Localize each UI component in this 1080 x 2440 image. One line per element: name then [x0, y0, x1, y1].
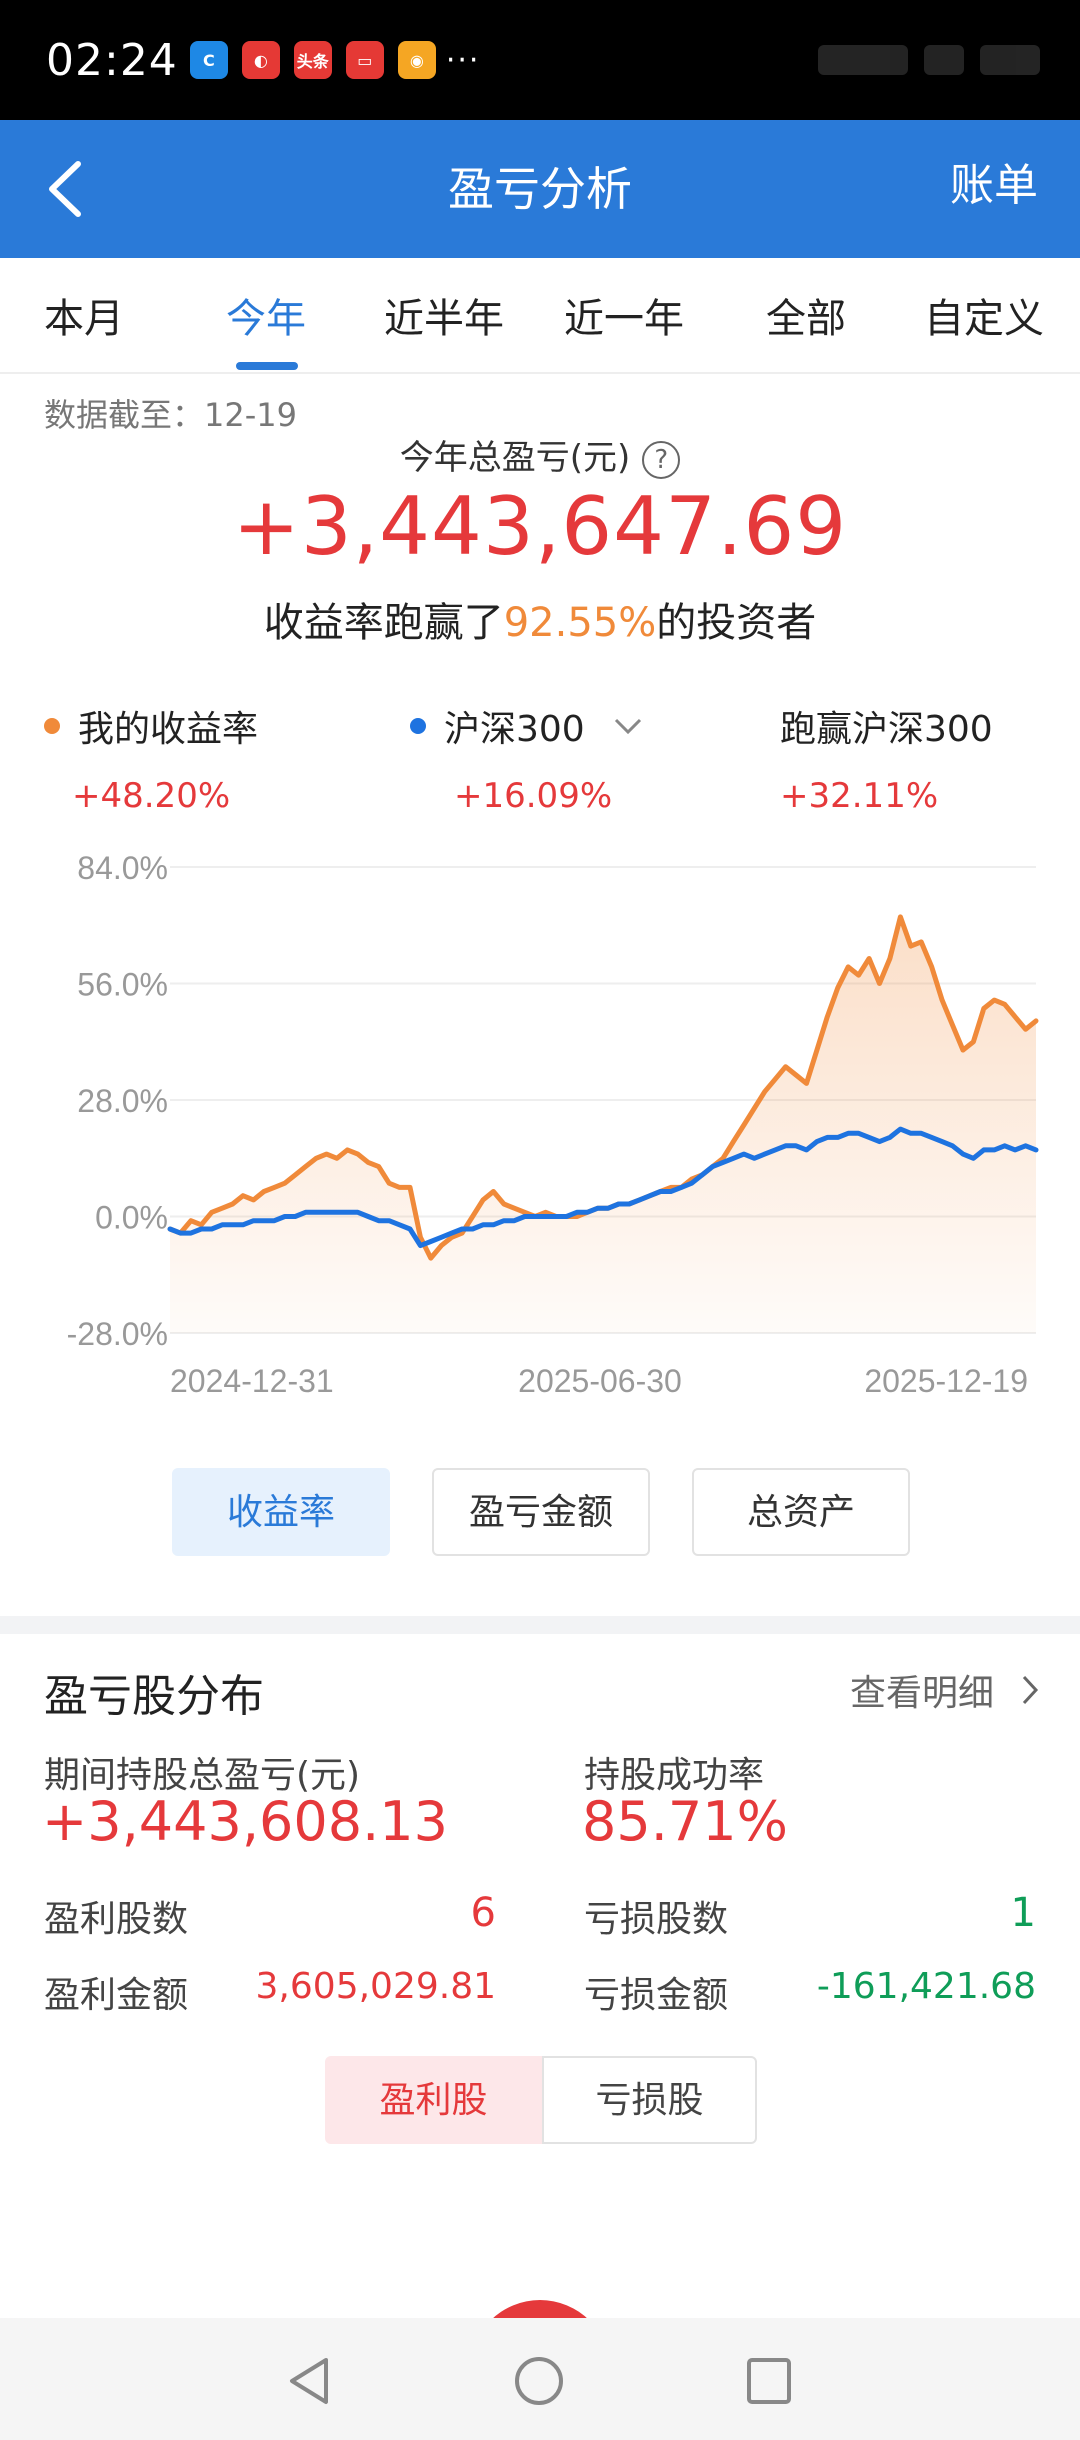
- beat-investors-text: 收益率跑赢了92.55%的投资者: [0, 590, 1080, 648]
- metric-total-assets-button[interactable]: 总资产: [692, 1468, 910, 1556]
- active-tab-indicator: [236, 362, 298, 370]
- tab-custom[interactable]: 自定义: [924, 296, 1044, 342]
- total-pnl-label: 今年总盈亏(元)?: [0, 430, 1080, 479]
- signal-icon: [818, 45, 908, 75]
- legend-excess-label: 跑赢沪深300: [780, 709, 993, 750]
- period-tabs: 本月 今年 近半年 近一年 全部 自定义: [0, 258, 1080, 374]
- beat-suffix: 的投资者: [656, 600, 817, 646]
- chevron-right-icon: [1022, 1675, 1039, 1705]
- y-tick-label: 84.0%: [77, 850, 168, 886]
- beat-percent: 92.55%: [503, 600, 657, 646]
- more-notifications-icon: ···: [445, 42, 481, 78]
- status-app-icons: C ◐ 头条 ▭ ◉: [189, 41, 436, 79]
- success-rate-value: 85.71%: [582, 1790, 788, 1853]
- tab-this-year[interactable]: 今年: [226, 296, 306, 342]
- status-indicators: [780, 34, 1040, 86]
- loss-amount-value: -161,421.68: [816, 1966, 1036, 2007]
- distribution-title: 盈亏股分布: [44, 1671, 264, 1722]
- tab-all[interactable]: 全部: [766, 296, 846, 342]
- status-time: 02:24: [46, 34, 178, 86]
- loss-amount-label: 亏损金额: [584, 1975, 729, 2016]
- y-tick-label: 56.0%: [77, 967, 168, 1003]
- legend-index[interactable]: 沪深300 +16.09%: [410, 700, 643, 816]
- blue-dot-icon: [410, 718, 426, 734]
- total-pnl-value: +3,443,647.69: [232, 480, 848, 573]
- system-recents-icon[interactable]: [744, 2354, 794, 2408]
- legend-index-value: +16.09%: [454, 776, 613, 816]
- loss-count-label: 亏损股数: [584, 1899, 729, 1940]
- legend-excess-value: +32.11%: [780, 776, 939, 816]
- metric-pnl-amount-button[interactable]: 盈亏金额: [432, 1468, 650, 1556]
- legend-mine-label: 我的收益率: [78, 709, 259, 750]
- y-tick-label: 0.0%: [95, 1200, 168, 1236]
- y-tick-label: -28.0%: [67, 1316, 168, 1352]
- battery-icon: [980, 45, 1040, 75]
- system-nav-bar: [0, 2318, 1080, 2440]
- beat-prefix: 收益率跑赢了: [263, 600, 504, 646]
- system-home-icon[interactable]: [512, 2354, 566, 2408]
- legend-index-label: 沪深300: [444, 709, 585, 750]
- help-icon[interactable]: ?: [642, 440, 681, 479]
- profit-amount-value: 3,605,029.81: [255, 1966, 496, 2007]
- view-details-label: 查看明细: [849, 1673, 994, 1714]
- x-tick-label: 2024-12-31: [170, 1363, 334, 1399]
- profit-stocks-tab[interactable]: 盈利股: [325, 2056, 542, 2144]
- profit-count-label: 盈利股数: [44, 1899, 189, 1940]
- loss-count-value: 1: [1010, 1890, 1036, 1936]
- profit-count-value: 6: [470, 1890, 496, 1936]
- x-tick-label: 2025-12-19: [864, 1363, 1028, 1399]
- y-tick-label: 28.0%: [77, 1083, 168, 1119]
- toutiao-icon: 头条: [293, 41, 332, 79]
- nav-bar: 盈亏分析 账单: [0, 120, 1080, 258]
- data-as-of: 数据截至：12-19: [44, 396, 297, 434]
- system-back-icon[interactable]: [284, 2354, 334, 2408]
- legend-excess: 跑赢沪深300 +32.11%: [780, 700, 993, 816]
- back-chevron-icon[interactable]: [38, 156, 98, 222]
- profit-amount-label: 盈利金额: [44, 1975, 189, 2016]
- view-details-link[interactable]: 查看明细: [850, 1664, 1040, 1716]
- app-red-icon: ◐: [241, 41, 280, 79]
- success-rate-label: 持股成功率: [584, 1755, 765, 1796]
- bill-button[interactable]: 账单: [950, 160, 1038, 211]
- section-divider: [0, 1616, 1080, 1634]
- series-line-index: [167, 1126, 1039, 1249]
- return-chart[interactable]: 84.0% 56.0% 28.0% 0.0% -28.0%2024-12-31 2025-…: [0, 840, 1080, 1410]
- tab-one-year[interactable]: 近一年: [564, 296, 684, 342]
- orange-dot-icon: [44, 718, 60, 734]
- loss-stocks-tab[interactable]: 亏损股: [542, 2056, 757, 2144]
- metric-return-rate-button[interactable]: 收益率: [172, 1468, 390, 1556]
- x-tick-label: 2025-06-30: [518, 1363, 682, 1399]
- app-message-icon: ▭: [345, 41, 384, 79]
- series-area-mine: [170, 916, 1036, 1333]
- legend-mine-value: +48.20%: [72, 776, 231, 816]
- period-pnl-label: 期间持股总盈亏(元): [44, 1755, 361, 1796]
- period-pnl-value: +3,443,608.13: [42, 1790, 448, 1853]
- ctrip-icon: C: [189, 41, 228, 79]
- legend-mine: 我的收益率 +48.20%: [44, 700, 258, 816]
- tab-this-month[interactable]: 本月: [44, 296, 124, 342]
- page-title: 盈亏分析: [448, 162, 632, 216]
- weibo-icon: ◉: [397, 41, 436, 79]
- tab-half-year[interactable]: 近半年: [384, 296, 504, 342]
- wifi-icon: [924, 45, 964, 75]
- status-bar: 02:24 C ◐ 头条 ▭ ◉ ···: [0, 0, 1080, 120]
- chevron-down-icon[interactable]: [613, 716, 643, 736]
- total-pnl-label-text: 今年总盈亏(元): [399, 438, 631, 478]
